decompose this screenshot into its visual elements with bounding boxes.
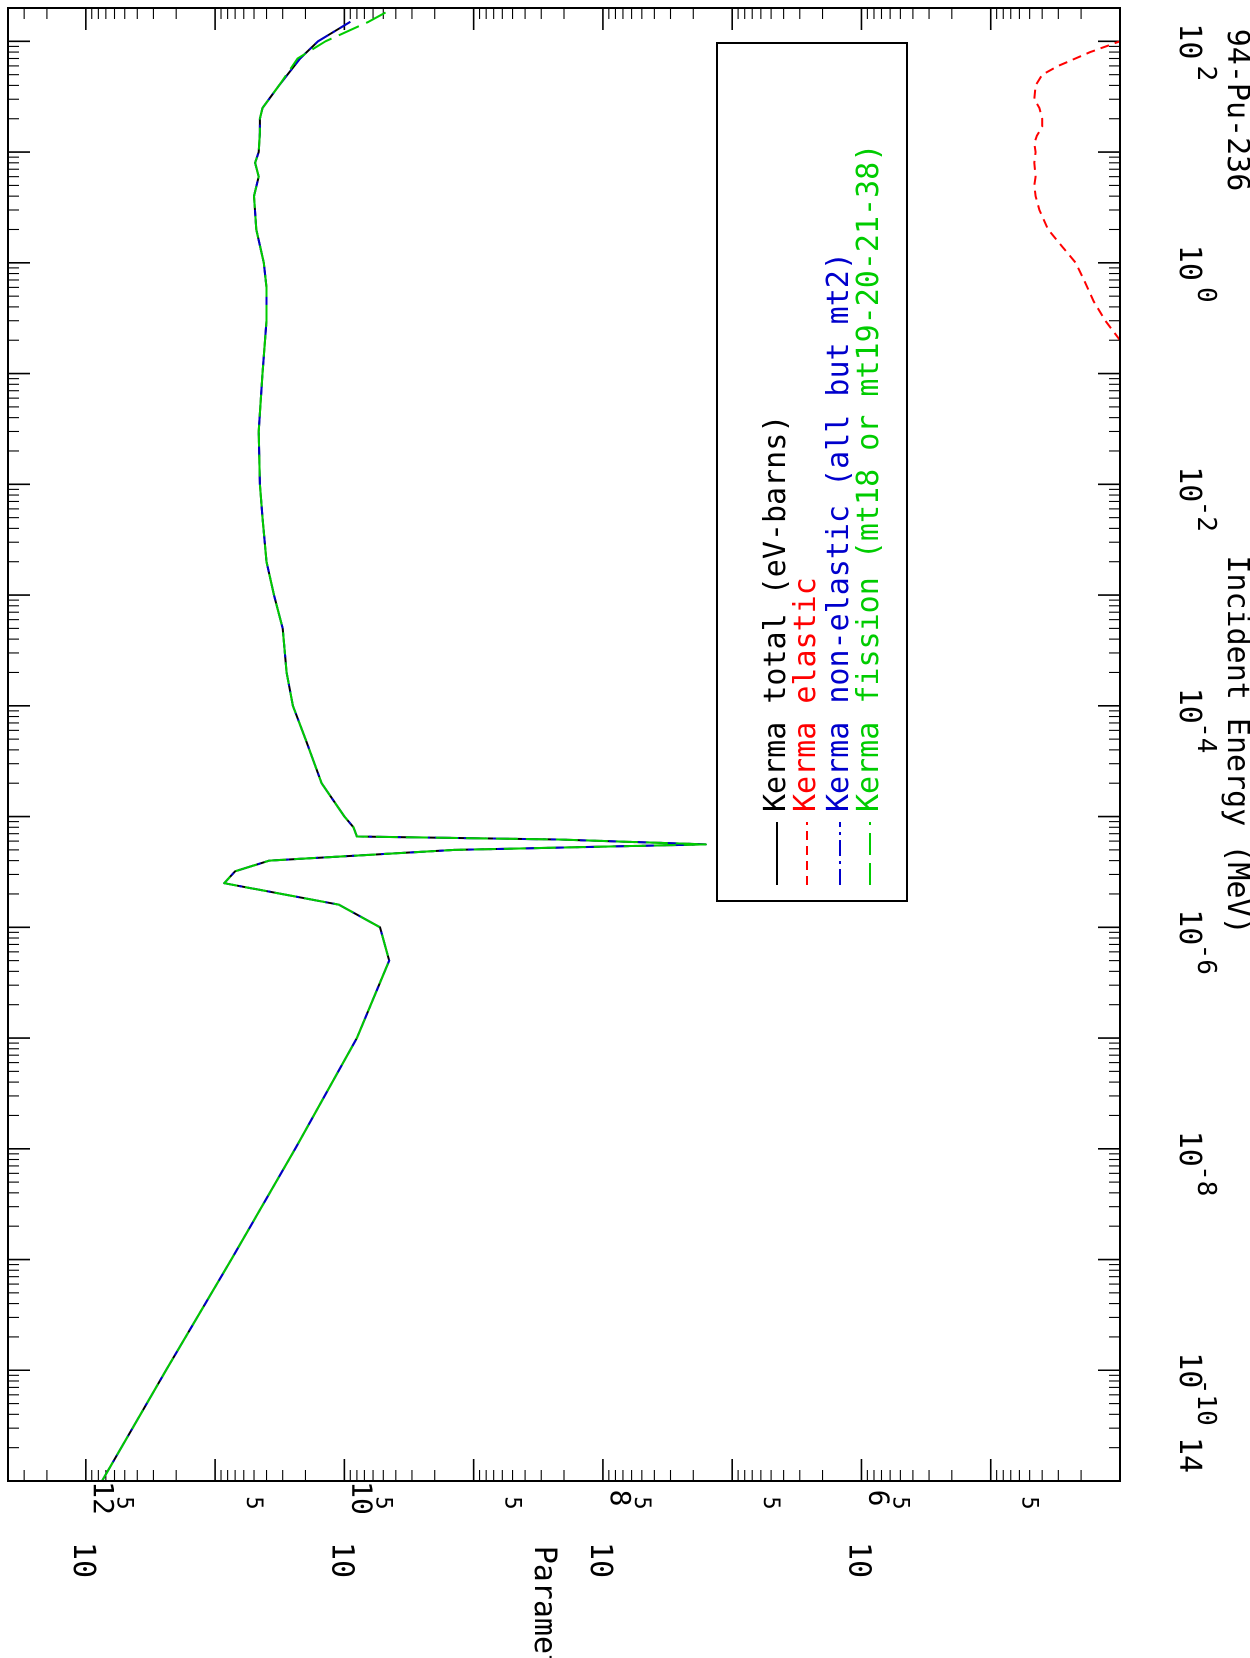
x-tick-label-exp: -8 <box>1191 1165 1221 1196</box>
y-tick-label-exp: 6 <box>862 1490 895 1507</box>
x-tick-label-base: 10 <box>1172 909 1207 945</box>
y-tick-label: 10 10 <box>324 1481 378 1578</box>
legend-label-1: Kerma elastic <box>788 577 823 812</box>
axis-ticks <box>7 7 1121 1482</box>
x-tick-label-exp: 2 <box>1191 66 1221 82</box>
x-tick-label-exp: -2 <box>1191 501 1221 532</box>
x-tick-label-exp: -6 <box>1191 944 1221 975</box>
y-minor-label: 5 <box>629 1496 654 1509</box>
x-tick-label: 102 <box>1172 23 1221 81</box>
x-tick-label: 100 <box>1172 245 1221 303</box>
y-tick-label-exp: 10 <box>345 1481 378 1515</box>
series-lines <box>101 9 1121 1482</box>
plot-frame <box>7 7 1121 1482</box>
x-tick-label-base: 10 <box>1172 245 1207 281</box>
series-line-3 <box>101 9 707 1482</box>
x-axis-label: Incident Energy (MeV) <box>1220 555 1250 934</box>
y-minor-label: 5 <box>112 1496 137 1509</box>
x-tick-label: 10-8 <box>1172 1131 1221 1197</box>
x-tick-label-exp: -10 <box>1191 1379 1221 1426</box>
legend: Kerma total (eV-barns)Kerma elasticKerma… <box>716 42 908 902</box>
x-tick-label-base: 10 <box>1172 466 1207 502</box>
y-tick-label: 10 12 <box>66 1481 120 1578</box>
x-tick-label-base: 10 <box>1172 688 1207 724</box>
y-minor-label: 5 <box>500 1496 525 1509</box>
x-axis-extra-label: 14 <box>1172 1437 1207 1473</box>
x-tick-label: 10-6 <box>1172 909 1221 975</box>
y-tick-label-base: 10 <box>66 1542 101 1578</box>
y-tick-label-base: 10 <box>583 1542 618 1578</box>
y-tick-label-base: 10 <box>324 1542 359 1578</box>
y-minor-label: 5 <box>370 1496 395 1509</box>
y-tick-label-base: 10 <box>841 1542 876 1578</box>
x-tick-label: 10-10 <box>1172 1352 1221 1426</box>
y-minor-label: 5 <box>887 1496 912 1509</box>
legend-box <box>716 42 908 902</box>
y-minor-label: 5 <box>758 1496 783 1509</box>
y-tick-label: 10 8 <box>583 1490 637 1578</box>
legend-label-0: Kerma total (eV-barns) <box>758 415 793 812</box>
y-tick-label-exp: 12 <box>87 1481 120 1515</box>
y-minor-label: 5 <box>241 1496 266 1509</box>
y-minor-label: 5 <box>1017 1496 1042 1509</box>
x-tick-label-base: 10 <box>1172 1131 1207 1167</box>
y-tick-label-exp: 8 <box>604 1490 637 1507</box>
y-tick-label: 10 6 <box>841 1490 895 1578</box>
x-tick-label-exp: -4 <box>1191 722 1221 753</box>
chart-title: 94-Pu-236 <box>1220 29 1250 192</box>
x-tick-label: 10-2 <box>1172 466 1221 532</box>
x-tick-label-exp: 0 <box>1191 287 1221 303</box>
x-tick-label-base: 10 <box>1172 23 1207 59</box>
legend-label-3: Kerma fission (mt18 or mt19-20-21-38) <box>851 144 886 812</box>
tick-labels: 10-1010-810-610-410-21001021061081010101… <box>66 23 1221 1578</box>
y-axis-label: Parameters <box>527 1546 562 1658</box>
legend-label-2: Kerma non-elastic (all but mt2) <box>821 252 856 812</box>
x-tick-label: 10-4 <box>1172 688 1221 754</box>
x-tick-label-base: 10 <box>1172 1352 1207 1388</box>
series-line-1 <box>1033 40 1121 341</box>
